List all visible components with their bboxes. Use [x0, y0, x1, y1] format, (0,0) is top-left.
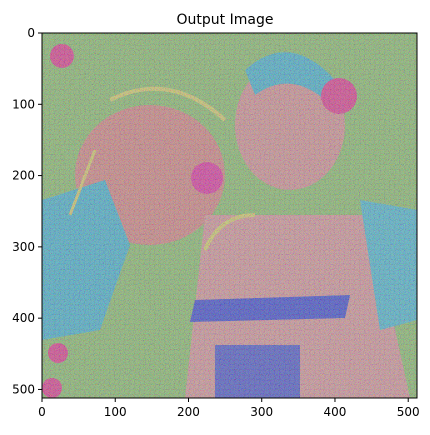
x-axis-ticks: 0 100 200 300 400 500	[38, 398, 420, 419]
x-tick-label: 400	[324, 405, 347, 419]
y-axis-ticks: 0 100 200 300 400 500	[12, 26, 42, 396]
y-tick-label: 100	[12, 97, 35, 111]
image-noise-overlay	[42, 33, 417, 398]
x-tick-label: 100	[104, 405, 127, 419]
y-tick-label: 500	[12, 382, 35, 396]
y-tick-label: 200	[12, 169, 35, 183]
chart-title: Output Image	[177, 12, 274, 28]
image-plot-area	[42, 33, 417, 398]
x-tick-label: 200	[177, 405, 200, 419]
y-tick-label: 0	[27, 26, 35, 40]
axes-frame	[41, 32, 418, 399]
y-tick-label: 300	[12, 240, 35, 254]
x-tick-label: 0	[38, 405, 46, 419]
y-tick-label: 400	[12, 311, 35, 325]
x-tick-label: 500	[397, 405, 420, 419]
x-tick-label: 300	[250, 405, 273, 419]
